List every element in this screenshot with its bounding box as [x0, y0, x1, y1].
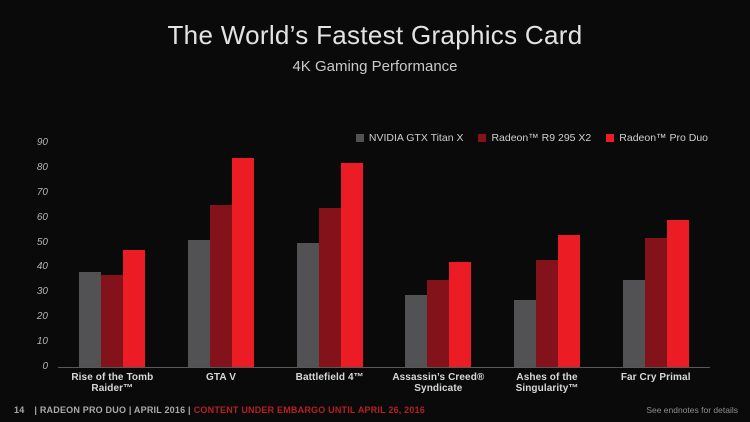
chart-legend: NVIDIA GTX Titan X Radeon™ R9 295 X2 Radeo… [355, 132, 708, 144]
bar [79, 272, 102, 367]
legend-swatch-icon [478, 134, 487, 142]
x-axis-line [58, 367, 710, 368]
y-axis-tick: 20 [36, 311, 48, 323]
legend-item: Radeon™ Pro Duo [606, 132, 708, 144]
legend-label: Radeon™ Pro Duo [619, 132, 708, 144]
legend-label: NVIDIA GTX Titan X [368, 132, 464, 144]
x-axis-label: Ashes of the Singularity™ [515, 372, 579, 394]
bar [644, 237, 667, 367]
bar-group [275, 143, 384, 367]
y-axis-tick: 80 [36, 161, 48, 173]
bar [188, 240, 210, 367]
legend-item: NVIDIA GTX Titan X [355, 132, 464, 144]
y-axis-tick: 10 [36, 336, 48, 348]
bar [210, 205, 232, 367]
bar-group [601, 143, 710, 367]
bar [296, 242, 319, 367]
legend-item: Radeon™ R9 295 X2 [478, 132, 591, 144]
bar [232, 157, 254, 367]
y-axis-tick: 50 [36, 236, 48, 248]
x-axis-label: Assassin’s Creed® Syndicate [392, 372, 485, 394]
embargo-text: CONTENT UNDER EMBARGO UNTIL APRIL 26, 20… [193, 405, 425, 415]
bar-group [167, 143, 276, 367]
bar-group [493, 143, 602, 367]
x-axis-label: Battlefield 4™ [295, 372, 364, 383]
bar [340, 162, 363, 367]
y-axis-tick: 40 [36, 261, 48, 273]
y-axis-tick: 90 [36, 137, 48, 148]
y-axis-tick: 70 [36, 186, 48, 198]
x-axis-labels: Rise of the Tomb Raider™ GTA V Battlefield… [58, 372, 710, 394]
bar [101, 274, 124, 367]
bar [536, 259, 559, 367]
slide-subtitle: 4K Gaming Performance [292, 58, 458, 75]
y-axis-tick: 60 [36, 211, 48, 223]
legend-swatch-icon [606, 134, 615, 142]
bar [405, 294, 428, 367]
x-axis-label: Far Cry Primal [620, 372, 691, 383]
bar [666, 220, 689, 367]
bar-group [58, 143, 167, 367]
bar [558, 235, 581, 367]
x-axis-label: GTA V [206, 372, 236, 383]
footer-left: 14 | RADEON PRO DUO | APRIL 2016 | CONTENT… [14, 405, 425, 415]
bar [514, 299, 537, 367]
footer-text: | RADEON PRO DUO | APRIL 2016 | [34, 405, 191, 415]
bar-groups [58, 143, 710, 367]
slide-title: The World’s Fastest Graphics Card [167, 20, 583, 50]
x-axis-label: Rise of the Tomb Raider™ [71, 372, 154, 394]
endnotes-note: See endnotes for details [646, 405, 738, 415]
bar-chart [58, 143, 710, 367]
y-axis-tick: 0 [42, 361, 48, 372]
bar [123, 250, 146, 367]
bar [427, 279, 450, 367]
bar [622, 279, 645, 367]
y-axis-tick: 30 [36, 286, 48, 298]
bar [449, 262, 472, 367]
bar-group [384, 143, 493, 367]
legend-label: Radeon™ R9 295 X2 [491, 132, 592, 144]
legend-swatch-icon [355, 134, 364, 142]
page-number: 14 [14, 405, 25, 415]
bar [318, 207, 341, 367]
